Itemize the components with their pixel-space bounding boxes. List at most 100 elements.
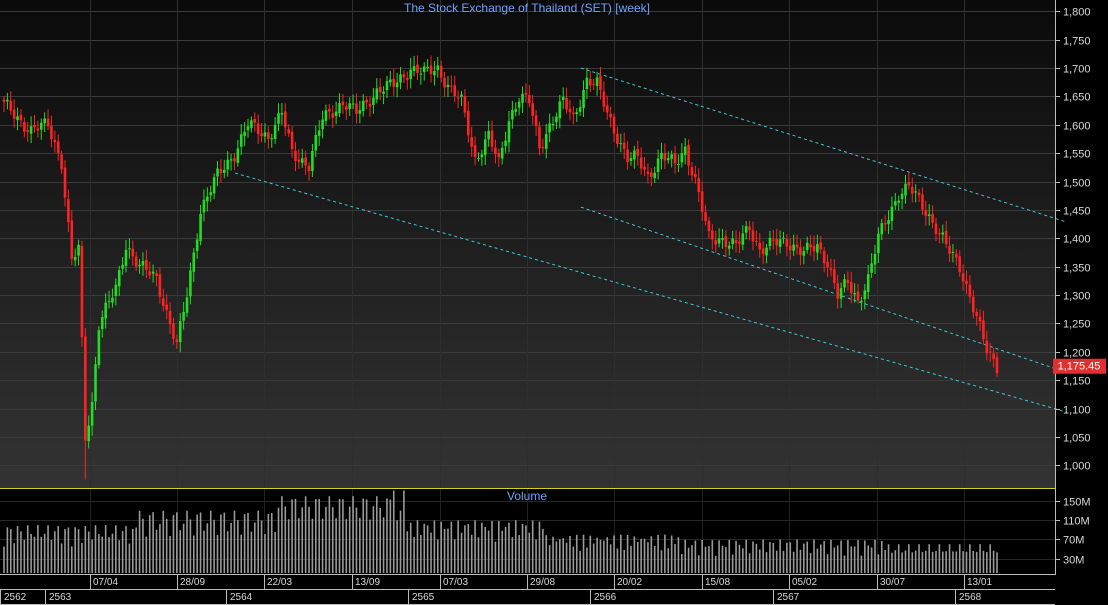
candle bbox=[985, 330, 989, 361]
candle bbox=[666, 151, 670, 164]
candle-body bbox=[348, 103, 351, 110]
date-axis: 07/04 28/09 22/03 13/09 07/03 29/08 20/02 15/08… bbox=[90, 575, 992, 589]
candle bbox=[782, 231, 785, 244]
candle-body bbox=[538, 126, 541, 149]
candle-body bbox=[317, 130, 321, 136]
candle bbox=[267, 126, 270, 149]
candle bbox=[473, 136, 477, 166]
candle bbox=[460, 90, 463, 106]
candle-body bbox=[605, 105, 609, 113]
candle-body bbox=[202, 199, 206, 213]
candle-body bbox=[697, 178, 701, 193]
trendline bbox=[580, 67, 1065, 222]
candle-body bbox=[189, 270, 192, 297]
candle bbox=[809, 235, 812, 256]
candle bbox=[612, 113, 616, 143]
candle-body bbox=[941, 232, 945, 235]
candle-body bbox=[294, 150, 297, 161]
year-tick-label: 2562 bbox=[4, 592, 27, 603]
candle bbox=[643, 156, 646, 176]
candle bbox=[507, 110, 511, 153]
candle bbox=[965, 270, 968, 295]
candle bbox=[558, 94, 562, 129]
candle-body bbox=[416, 64, 419, 73]
candle-body bbox=[565, 97, 568, 110]
candle-body bbox=[805, 242, 809, 250]
candle bbox=[843, 274, 846, 293]
candle bbox=[731, 230, 734, 250]
candle bbox=[524, 83, 528, 103]
candle bbox=[131, 240, 135, 266]
candle-body bbox=[694, 173, 697, 178]
candle-body bbox=[53, 139, 57, 143]
date-tick-label: 13/01 bbox=[967, 577, 992, 588]
candle-body bbox=[873, 254, 877, 265]
candle bbox=[697, 168, 701, 203]
candle bbox=[273, 117, 277, 144]
year-tick-label: 2567 bbox=[777, 592, 800, 603]
candle bbox=[334, 101, 338, 125]
candle-body bbox=[453, 85, 457, 97]
candle-body bbox=[361, 100, 365, 111]
candle-body bbox=[751, 230, 755, 242]
candle-body bbox=[700, 191, 704, 212]
candle-body bbox=[680, 153, 684, 163]
candle-body bbox=[707, 220, 711, 232]
candle-body bbox=[863, 290, 867, 300]
candle-body bbox=[670, 154, 673, 159]
candle bbox=[6, 92, 9, 110]
candle bbox=[317, 120, 321, 146]
candle bbox=[846, 271, 850, 291]
candle-body bbox=[843, 279, 846, 288]
candle bbox=[626, 140, 629, 170]
candle bbox=[409, 57, 412, 89]
candle bbox=[555, 112, 558, 130]
candle bbox=[633, 145, 636, 169]
candle bbox=[148, 261, 152, 280]
candle-body bbox=[897, 200, 901, 203]
candle-body bbox=[324, 110, 328, 121]
candle-body bbox=[277, 113, 280, 124]
candle bbox=[399, 66, 402, 90]
candle bbox=[63, 160, 67, 207]
candle-body bbox=[785, 238, 789, 247]
candle bbox=[734, 230, 738, 253]
date-tick-label: 30/07 bbox=[880, 577, 905, 588]
candle-body bbox=[965, 280, 968, 285]
candle bbox=[39, 118, 43, 140]
candle bbox=[839, 282, 843, 308]
candle bbox=[175, 334, 179, 349]
candle bbox=[968, 275, 972, 304]
candle-body bbox=[921, 194, 924, 210]
candle bbox=[250, 116, 253, 133]
price-tick-label: 1,400 bbox=[1063, 234, 1091, 246]
candle-body bbox=[948, 245, 951, 254]
candle bbox=[894, 192, 897, 210]
candle bbox=[145, 249, 148, 279]
candle-body bbox=[161, 298, 165, 307]
candle bbox=[67, 189, 70, 233]
candle-body bbox=[60, 154, 63, 170]
volume-axis: 30M 70M 110M 150M bbox=[1055, 497, 1091, 567]
volume-tick-label: 110M bbox=[1063, 516, 1090, 528]
candle-body bbox=[829, 268, 833, 271]
candle-body bbox=[992, 353, 995, 360]
candle-body bbox=[168, 310, 172, 325]
candle-body bbox=[575, 112, 579, 115]
candle bbox=[819, 235, 823, 255]
candle bbox=[412, 55, 416, 77]
candle-body bbox=[589, 79, 592, 86]
candle-body bbox=[650, 172, 653, 178]
candle-body bbox=[738, 241, 741, 244]
candle-body bbox=[927, 214, 931, 217]
candle bbox=[477, 152, 480, 162]
candle bbox=[172, 317, 175, 345]
candle-body bbox=[714, 240, 718, 245]
candle-body bbox=[487, 131, 490, 140]
candle-body bbox=[314, 135, 318, 151]
candle-body bbox=[331, 113, 335, 118]
candle bbox=[561, 87, 565, 109]
candle-body bbox=[768, 237, 772, 247]
candle bbox=[575, 107, 579, 122]
